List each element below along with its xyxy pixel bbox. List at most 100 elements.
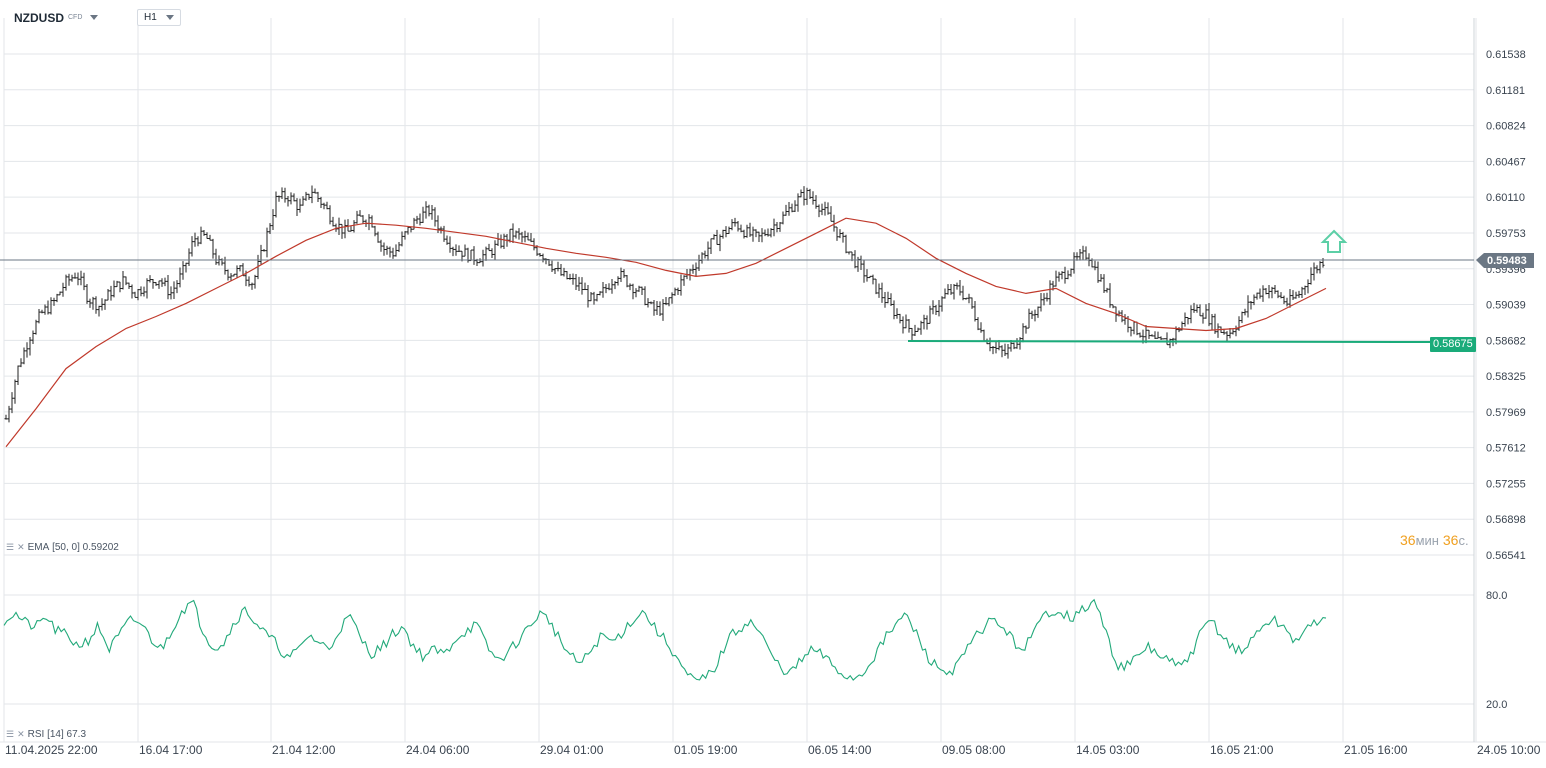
price-bar: [67, 273, 71, 286]
price-bar: [1159, 336, 1163, 341]
price-bar: [607, 283, 611, 291]
price-bar: [589, 292, 593, 302]
price-bar: [1294, 291, 1298, 299]
price-bar: [304, 191, 308, 201]
price-bar: [106, 289, 110, 301]
price-bar: [1318, 261, 1322, 274]
price-bar: [574, 274, 578, 290]
price-bar: [100, 298, 104, 311]
price-bar: [901, 316, 905, 334]
price-bar: [415, 215, 419, 224]
time-tick-label: 24.04 06:00: [406, 743, 470, 757]
price-bar: [928, 305, 932, 324]
price-bar: [292, 193, 296, 202]
price-bar: [433, 207, 437, 227]
price-bar: [622, 269, 626, 278]
price-bar: [1255, 292, 1259, 300]
price-bar: [604, 283, 608, 294]
price-bar: [559, 263, 563, 276]
close-icon[interactable]: ✕: [17, 542, 25, 552]
menu-icon[interactable]: ☰: [6, 542, 15, 552]
price-bar: [517, 228, 521, 240]
price-bar: [124, 276, 128, 286]
price-tick-label: 0.56541: [1486, 550, 1526, 562]
price-bar: [10, 392, 14, 414]
price-bar: [964, 297, 968, 300]
price-bar: [289, 192, 293, 205]
price-bar: [88, 298, 92, 308]
price-bar: [64, 274, 68, 291]
price-bar: [826, 202, 830, 215]
price-bar: [1213, 313, 1217, 334]
time-tick-label: 29.04 01:00: [540, 743, 604, 757]
price-bar: [1186, 317, 1190, 325]
price-tick-label: 0.61181: [1486, 85, 1525, 97]
rsi-name: RSI: [27, 729, 45, 740]
price-tick-label: 0.59039: [1486, 300, 1526, 312]
price-bar: [1210, 314, 1214, 331]
time-tick-label: 21.05 16:00: [1344, 743, 1408, 757]
price-bar: [205, 232, 209, 239]
price-bar: [721, 229, 725, 239]
price-bar: [1195, 304, 1199, 313]
price-bar: [487, 243, 491, 252]
price-bar: [703, 250, 707, 259]
price-bar: [766, 228, 770, 237]
price-bar: [298, 198, 302, 213]
price-bar: [268, 223, 272, 235]
price-bar: [109, 285, 113, 301]
price-bar: [991, 346, 995, 355]
price-bar: [910, 327, 914, 341]
close-icon[interactable]: ✕: [17, 729, 25, 739]
price-bar: [229, 273, 233, 281]
time-tick-label: 16.04 17:00: [139, 743, 203, 757]
price-bar: [262, 249, 266, 252]
price-bar: [823, 201, 827, 216]
price-bar: [274, 191, 278, 218]
price-bar: [679, 274, 683, 296]
ema-params: [50, 0]: [52, 542, 80, 553]
price-bar: [1240, 311, 1244, 324]
menu-icon[interactable]: ☰: [6, 729, 15, 739]
price-bar: [307, 193, 311, 200]
price-bar: [1153, 331, 1157, 340]
price-bar: [667, 297, 671, 307]
price-bar: [232, 273, 236, 277]
price-bar: [520, 231, 524, 243]
symbol-selector[interactable]: NZDUSD CFD: [14, 9, 99, 26]
price-bar: [1144, 325, 1148, 344]
price-tick-label: 0.58682: [1486, 335, 1526, 347]
price-bar: [397, 241, 401, 253]
price-bar: [934, 304, 938, 316]
price-bar: [499, 234, 503, 249]
price-bar: [25, 342, 29, 358]
price-bar: [208, 234, 212, 241]
price-bar: [82, 272, 86, 291]
price-bar: [1246, 295, 1250, 318]
price-bar: [454, 244, 458, 256]
price-bar: [1282, 295, 1286, 305]
price-tick-label: 0.58325: [1486, 371, 1526, 383]
price-bar: [1000, 345, 1004, 358]
price-bar: [619, 267, 623, 283]
price-bar: [841, 231, 845, 243]
price-bar: [265, 227, 269, 258]
price-bar: [952, 284, 956, 300]
price-bar: [337, 217, 341, 235]
price-bar: [1147, 329, 1151, 339]
timer-seconds: 36: [1442, 532, 1459, 548]
price-bar: [982, 329, 986, 342]
price-bar: [253, 274, 257, 289]
price-bar: [610, 279, 614, 294]
rsi-value: 67.3: [66, 729, 87, 740]
price-bar: [28, 337, 32, 356]
price-bar: [448, 236, 452, 253]
timeframe-selector[interactable]: H1: [137, 9, 181, 26]
chevron-down-icon: [90, 15, 99, 20]
price-bar: [1312, 262, 1316, 281]
price-bar: [31, 330, 35, 345]
time-tick-label: 06.05 14:00: [808, 743, 872, 757]
price-bar: [1123, 314, 1127, 325]
price-bar: [706, 241, 710, 261]
